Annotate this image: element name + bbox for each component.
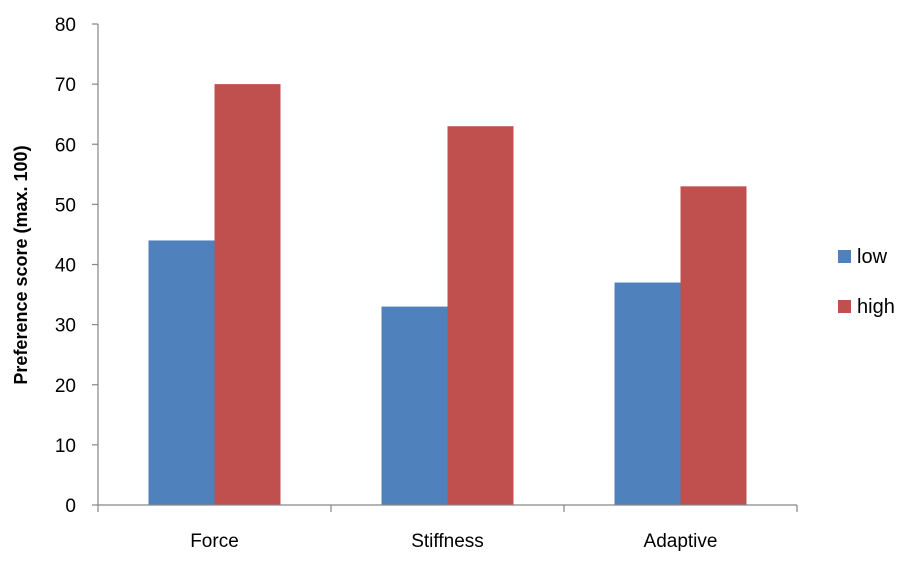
x-category-label: Adaptive <box>644 531 718 552</box>
legend-label-high: high <box>857 296 895 318</box>
y-tick-label: 60 <box>55 135 76 156</box>
bars <box>148 84 747 506</box>
y-tick-label: 20 <box>55 376 76 397</box>
y-tick-label: 70 <box>55 75 76 96</box>
y-tick-label: 50 <box>55 195 76 216</box>
y-tick-label: 30 <box>55 316 76 337</box>
bar-high-force <box>214 84 281 505</box>
y-tick-label: 10 <box>55 436 76 457</box>
bar-low-stiffness <box>381 306 448 505</box>
legend-label-low: low <box>857 246 888 268</box>
y-tick-label: 80 <box>55 15 76 36</box>
axes <box>97 24 797 506</box>
legend-swatch-low <box>838 250 851 263</box>
y-axis-title: Preference score (max. 100) <box>11 145 31 384</box>
bar-high-adaptive <box>680 186 747 505</box>
y-axis-ticks: 0 10 20 30 40 50 60 70 80 <box>55 15 98 517</box>
y-tick-label: 40 <box>55 256 76 277</box>
x-category-label: Stiffness <box>411 531 484 552</box>
bar-high-stiffness <box>447 126 514 506</box>
bar-low-force <box>148 240 215 505</box>
legend: low high <box>838 246 895 318</box>
bar-low-adaptive <box>614 282 681 505</box>
legend-swatch-high <box>838 300 851 313</box>
y-tick-label: 0 <box>65 496 76 517</box>
x-category-label: Force <box>190 531 239 552</box>
x-axis-ticks: Force Stiffness Adaptive <box>97 505 798 552</box>
